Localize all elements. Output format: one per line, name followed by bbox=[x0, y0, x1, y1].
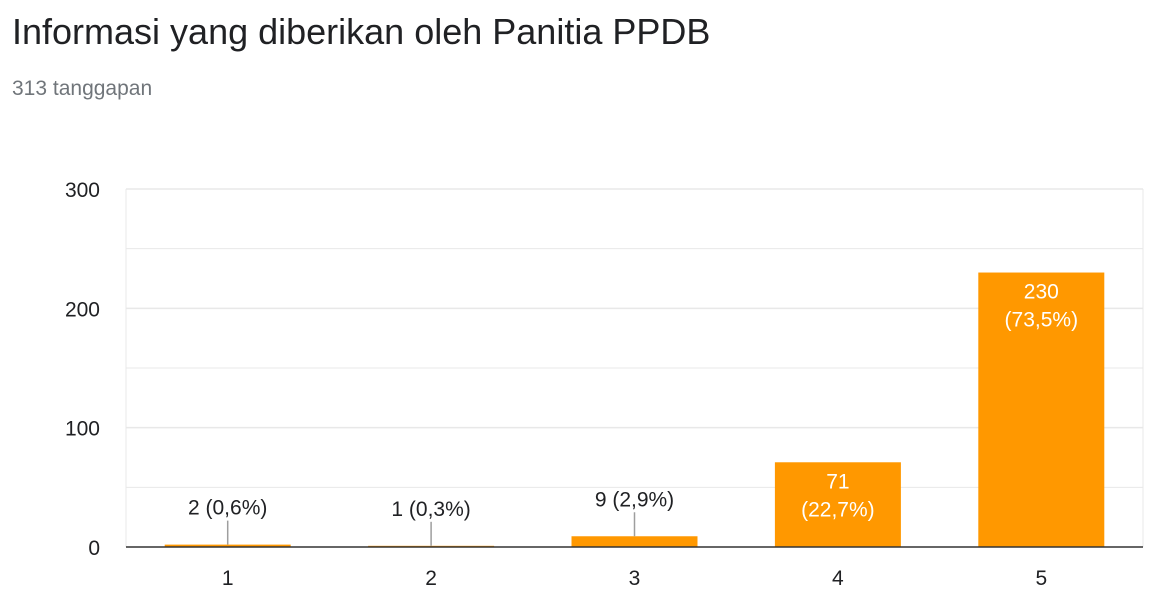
response-count: 313 tanggapan bbox=[12, 77, 153, 100]
bar-5 bbox=[978, 272, 1105, 547]
bar-3 bbox=[571, 536, 698, 547]
y-tick-label: 0 bbox=[88, 537, 100, 560]
bar-1 bbox=[164, 544, 291, 547]
y-tick-label: 300 bbox=[65, 179, 100, 202]
x-tick-label: 1 bbox=[222, 567, 234, 590]
bar-4 bbox=[774, 462, 901, 547]
data-label: (22,7%) bbox=[801, 498, 875, 521]
data-label: 230 bbox=[1024, 281, 1059, 304]
data-label: 2 (0,6%) bbox=[188, 497, 267, 520]
x-tick-label: 4 bbox=[832, 567, 844, 590]
data-label: 1 (0,3%) bbox=[391, 498, 470, 521]
y-tick-label: 200 bbox=[65, 298, 100, 321]
y-tick-label: 100 bbox=[65, 418, 100, 441]
x-tick-label: 5 bbox=[1035, 567, 1047, 590]
data-label: 9 (2,9%) bbox=[595, 488, 674, 511]
data-label: 71 bbox=[826, 470, 849, 493]
x-tick-label: 3 bbox=[629, 567, 641, 590]
data-label: (73,5%) bbox=[1005, 309, 1079, 332]
x-tick-label: 2 bbox=[425, 567, 437, 590]
page-title: Informasi yang diberikan oleh Panitia PP… bbox=[12, 11, 711, 52]
